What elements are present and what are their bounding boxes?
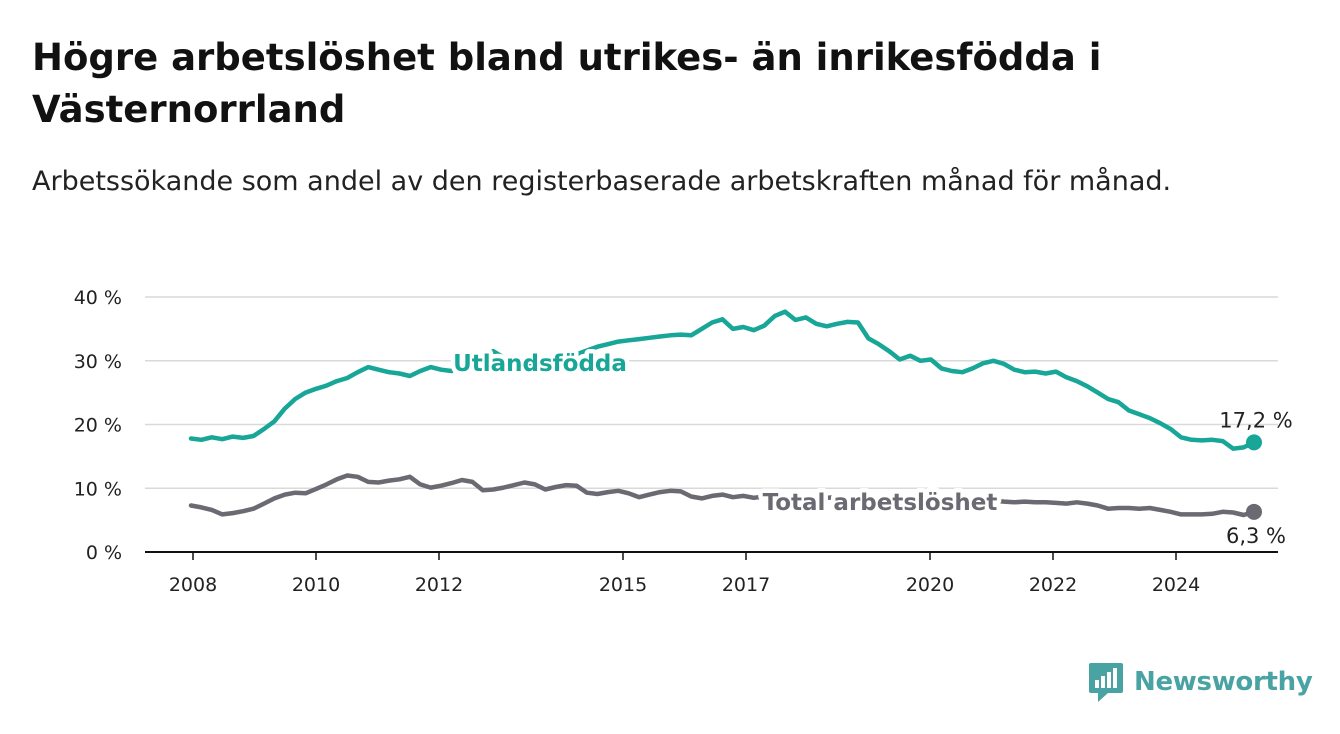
x-tick-label: 2017 xyxy=(722,574,770,596)
y-axis: 0 % 10 % 20 % 30 % 40 % xyxy=(74,287,122,564)
logo-text: Newsworthy xyxy=(1134,667,1313,697)
y-tick-label: 30 % xyxy=(74,351,122,373)
end-value-label: 17,2 % xyxy=(1219,408,1292,432)
y-tick-label: 0 % xyxy=(86,542,122,564)
series-name-label: Total arbetslöshet xyxy=(763,490,998,516)
series-labels: 17,2 % 6,3 % Utlandsfödda Total arbetslöshe… xyxy=(449,346,1293,548)
x-tick-label: 2015 xyxy=(599,574,647,596)
x-axis: 2008 2010 2012 2015 2017 2020 2022 2024 xyxy=(145,551,1278,596)
chart-subtitle: Arbetssökande som andel av den registerb… xyxy=(32,166,1172,197)
series-line-utlandsfodda xyxy=(188,309,1257,451)
x-tick-label: 2012 xyxy=(415,574,463,596)
series-end-marker xyxy=(1246,503,1262,520)
newsworthy-bar-chart-icon xyxy=(1089,663,1123,702)
series-line-total xyxy=(188,473,1257,518)
x-tick-label: 2008 xyxy=(169,574,217,596)
x-tick-label: 2020 xyxy=(906,574,954,596)
grid xyxy=(145,296,1278,489)
x-tick-label: 2010 xyxy=(292,574,340,596)
end-value-label: 6,3 % xyxy=(1226,524,1286,548)
x-tick-label: 2024 xyxy=(1152,574,1200,596)
y-tick-label: 20 % xyxy=(74,415,122,437)
y-tick-label: 40 % xyxy=(74,287,122,309)
x-tick-label: 2022 xyxy=(1029,574,1077,596)
series-end-marker xyxy=(1246,434,1262,451)
newsworthy-logo: Newsworthy xyxy=(1088,660,1313,704)
series-lines xyxy=(188,309,1262,520)
line-chart: 0 % 10 % 20 % 30 % 40 % 2008 2010 2012 2015 2017… xyxy=(74,287,1293,596)
y-tick-label: 10 % xyxy=(74,478,122,500)
series-name-label: Utlandsfödda xyxy=(453,351,627,377)
chart-title: Högre arbetslöshet bland utrikes- än inr… xyxy=(32,36,1102,131)
